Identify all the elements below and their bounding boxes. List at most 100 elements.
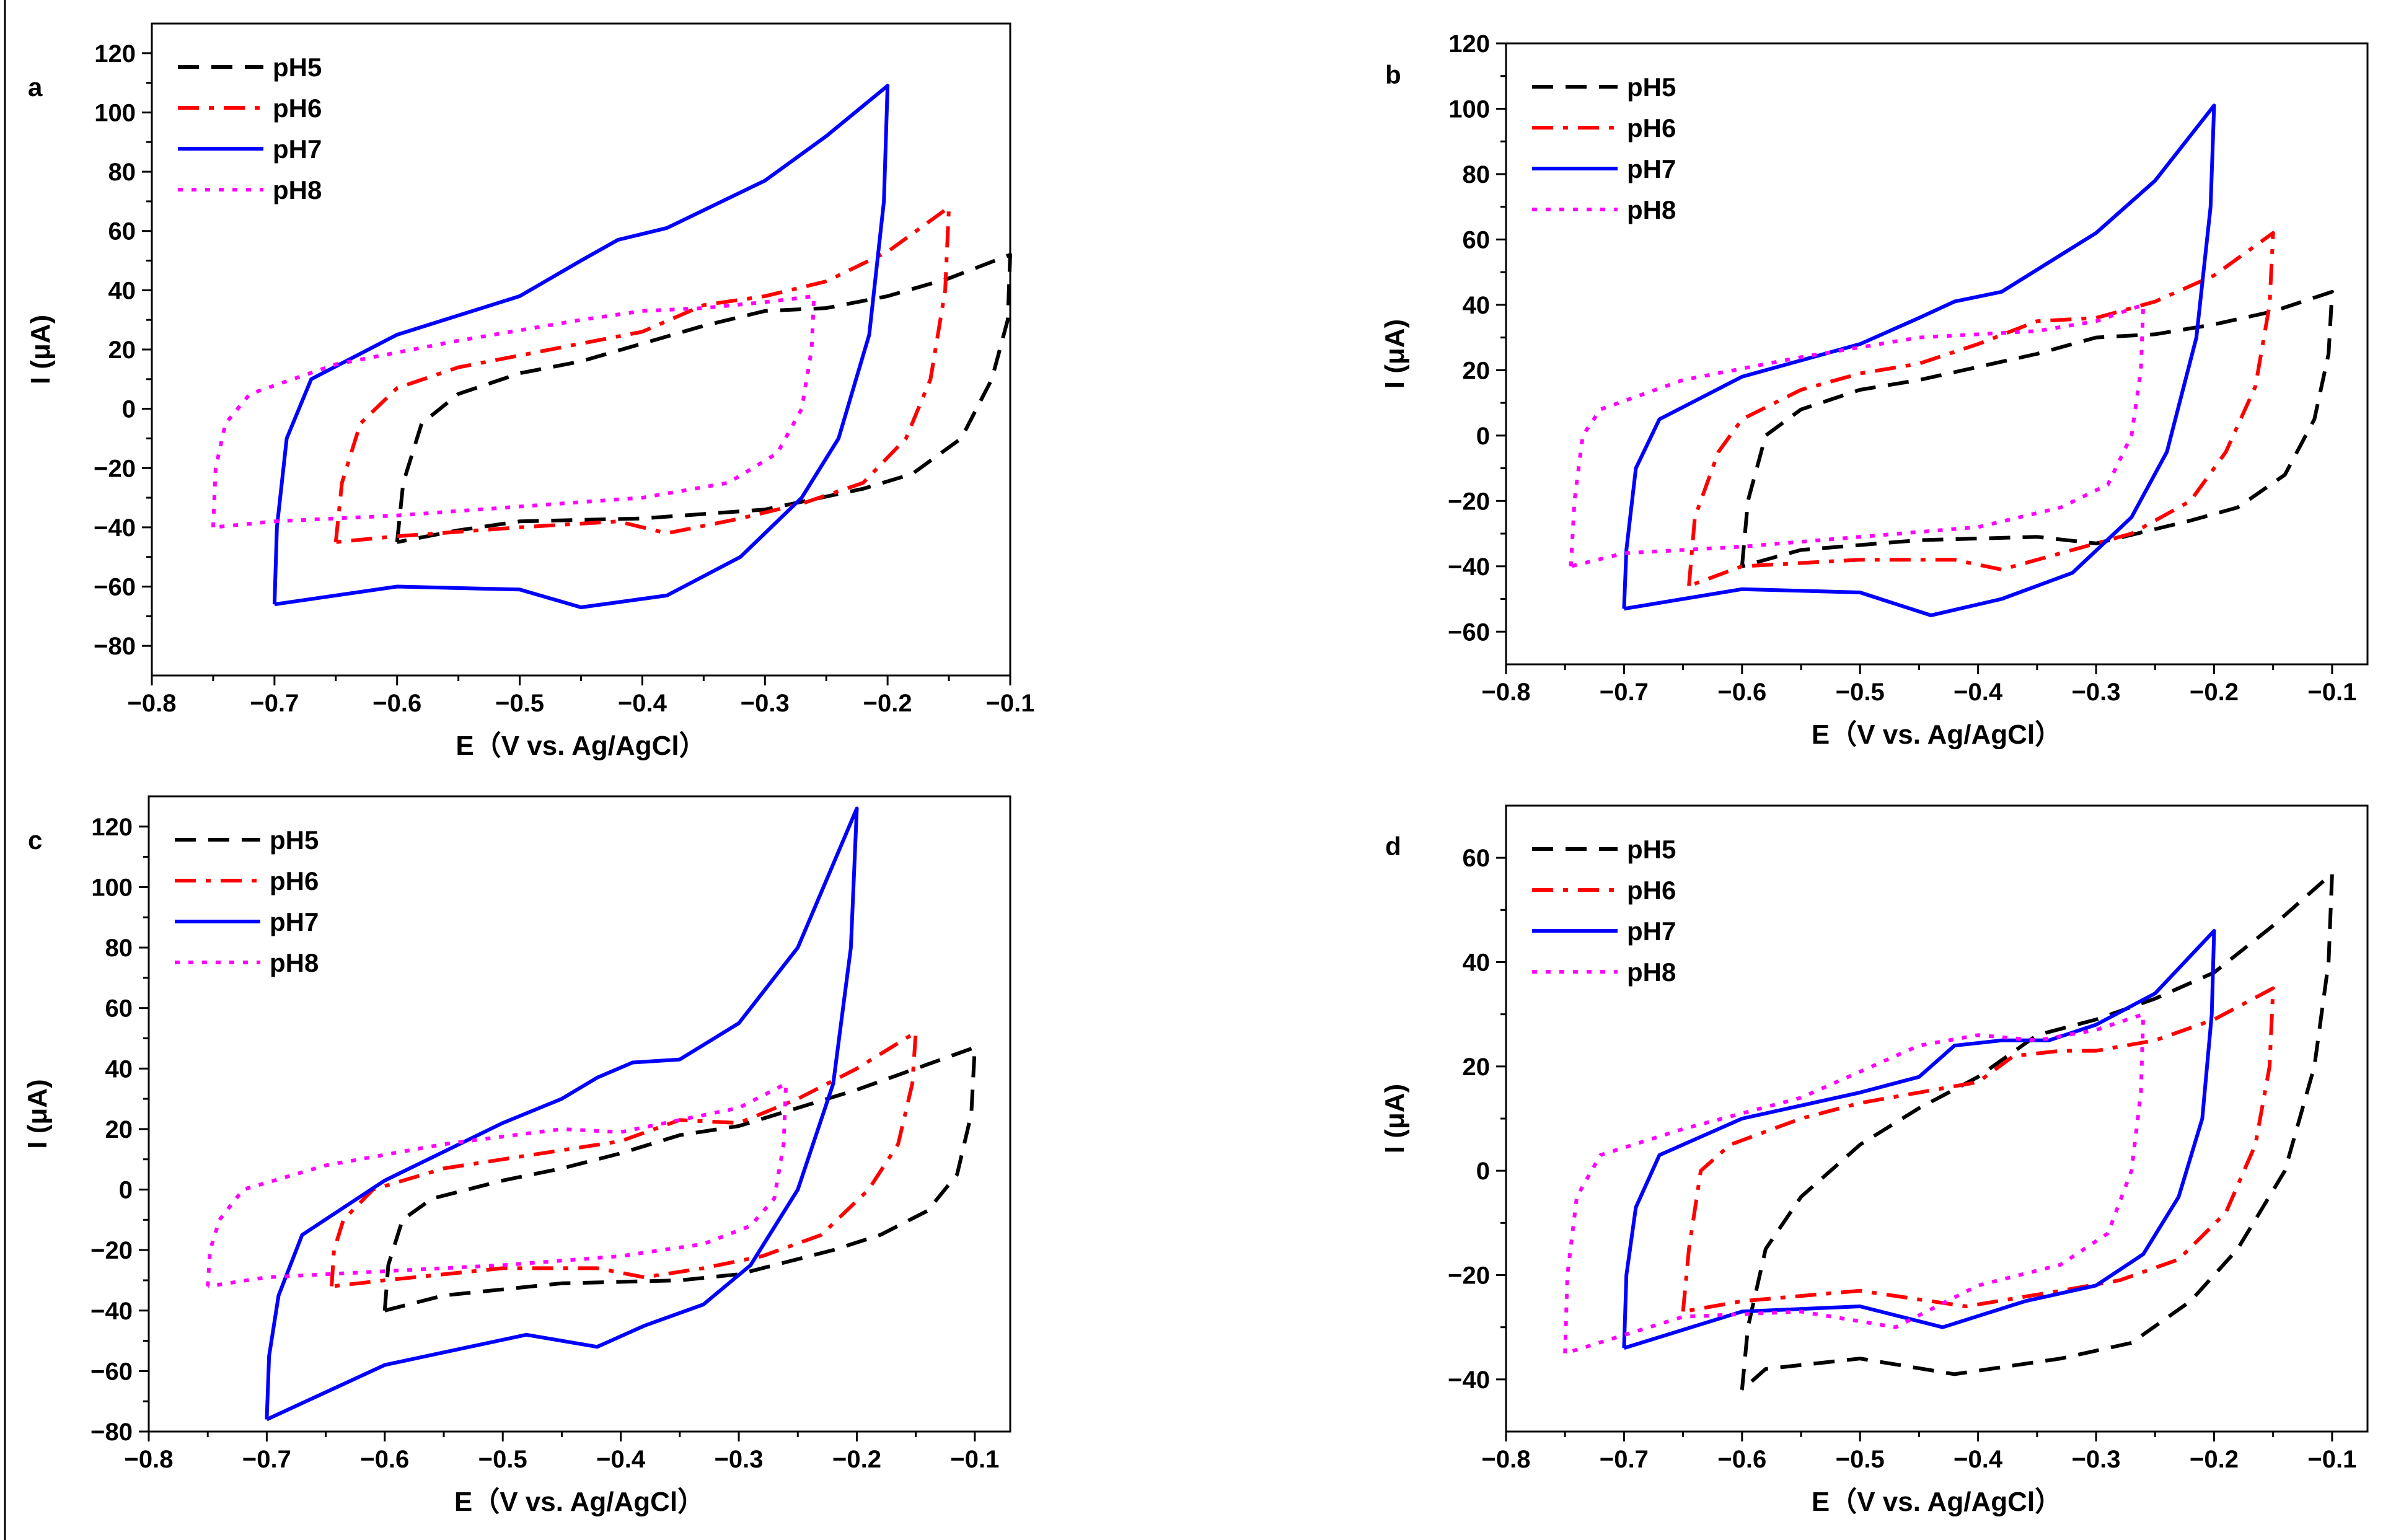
panel-label: b bbox=[1385, 60, 1401, 89]
y-tick-label: −20 bbox=[1448, 488, 1490, 515]
x-tick-label: −0.1 bbox=[950, 1446, 999, 1473]
legend-label: pH7 bbox=[1627, 154, 1676, 183]
x-tick-label: −0.5 bbox=[478, 1446, 527, 1473]
y-tick-label: 80 bbox=[1463, 161, 1491, 188]
x-tick-label: −0.7 bbox=[1600, 1446, 1649, 1473]
y-tick-label: −40 bbox=[94, 514, 136, 542]
legend-label: pH5 bbox=[1627, 835, 1676, 864]
y-tick-label: 80 bbox=[108, 159, 136, 186]
panel-a: a −0.8 −0.7 −0.6 −0.5 −0.4 −0.3 −0.2 −0.1 −80 −60 −… bbox=[25, 22, 1035, 761]
y-axis-title: I (μA) bbox=[1380, 1084, 1410, 1153]
x-tick-label: −0.3 bbox=[715, 1446, 764, 1473]
y-tick-label: −40 bbox=[1448, 553, 1490, 581]
x-tick-label: −0.2 bbox=[2190, 679, 2239, 706]
x-axis-title: E（V vs. Ag/AgCl） bbox=[454, 1487, 705, 1517]
y-tick-label: 20 bbox=[105, 1116, 133, 1143]
x-tick-label: −0.6 bbox=[372, 690, 421, 717]
x-tick-label: −0.8 bbox=[125, 1446, 174, 1473]
y-tick-label: 20 bbox=[1463, 1054, 1491, 1081]
x-tick-label: −0.4 bbox=[618, 690, 667, 717]
x-tick-label: −0.1 bbox=[2307, 1446, 2356, 1473]
x-tick-label: −0.4 bbox=[1954, 679, 2003, 706]
series-line-ph7 bbox=[1622, 929, 2216, 1350]
x-tick-label: −0.4 bbox=[596, 1446, 646, 1473]
y-tick-label: 20 bbox=[108, 337, 136, 364]
series-line-ph6 bbox=[330, 1030, 918, 1288]
y-tick-label: 120 bbox=[1448, 30, 1490, 58]
x-axis-title: E（V vs. Ag/AgCl） bbox=[1812, 1487, 2062, 1517]
x-tick-label: −0.1 bbox=[986, 690, 1035, 717]
legend-label: pH7 bbox=[270, 907, 319, 936]
y-axis-title: I (μA) bbox=[1380, 319, 1410, 389]
series-line-ph7 bbox=[265, 806, 859, 1422]
x-tick-label: −0.2 bbox=[2190, 1446, 2239, 1473]
plot-frame bbox=[148, 795, 1011, 1433]
y-tick-label: −80 bbox=[94, 633, 136, 660]
x-tick-label: −0.5 bbox=[1836, 1446, 1885, 1473]
panel-label: a bbox=[28, 73, 43, 102]
legend-label: pH8 bbox=[1627, 195, 1676, 224]
x-tick-label: −0.2 bbox=[832, 1446, 881, 1473]
plot-frame bbox=[1505, 42, 2369, 666]
y-tick-label: 20 bbox=[1463, 357, 1491, 384]
y-tick-label: 60 bbox=[1463, 845, 1491, 872]
legend-label: pH5 bbox=[270, 825, 319, 855]
panel-label: d bbox=[1385, 832, 1401, 861]
legend-label: pH6 bbox=[273, 94, 322, 123]
x-tick-label: −0.3 bbox=[2072, 679, 2121, 706]
series-line-ph5 bbox=[1740, 871, 2334, 1391]
y-tick-label: 100 bbox=[91, 874, 133, 901]
y-tick-label: 0 bbox=[1476, 1158, 1490, 1185]
x-tick-label: −0.6 bbox=[360, 1446, 409, 1473]
x-tick-label: −0.8 bbox=[128, 690, 177, 717]
legend-label: pH6 bbox=[270, 866, 319, 895]
series-line-ph6 bbox=[333, 205, 951, 544]
legend-label: pH7 bbox=[1627, 917, 1676, 946]
series-line-ph5 bbox=[1740, 289, 2334, 568]
y-tick-label: 60 bbox=[105, 995, 133, 1023]
legend-label: pH5 bbox=[273, 53, 322, 82]
legend-label: pH8 bbox=[1627, 957, 1676, 987]
y-tick-label: 0 bbox=[1476, 423, 1490, 450]
x-tick-label: −0.1 bbox=[2307, 679, 2356, 706]
series-line-ph7 bbox=[272, 84, 890, 609]
y-tick-label: 0 bbox=[119, 1177, 133, 1204]
y-tick-label: 60 bbox=[108, 218, 136, 245]
y-axis-title: I (μA) bbox=[22, 1079, 53, 1148]
x-tick-label: −0.2 bbox=[863, 690, 912, 717]
y-tick-label: −40 bbox=[90, 1298, 133, 1325]
y-axis-title: I (μA) bbox=[25, 315, 56, 384]
x-axis-title: E（V vs. Ag/AgCl） bbox=[1812, 719, 2062, 750]
series-line-ph8 bbox=[211, 294, 816, 529]
y-tick-label: 40 bbox=[1463, 949, 1491, 977]
x-tick-label: −0.8 bbox=[1482, 679, 1531, 706]
x-tick-label: −0.6 bbox=[1717, 679, 1766, 706]
x-tick-label: −0.3 bbox=[741, 690, 790, 717]
y-tick-label: −40 bbox=[1448, 1366, 1490, 1394]
panel-label: c bbox=[28, 825, 42, 855]
y-tick-label: 120 bbox=[91, 814, 133, 841]
y-tick-label: 0 bbox=[122, 396, 136, 423]
panel-c: c −0.8 −0.7 −0.6 −0.5 −0.4 −0.3 −0.2 −0.1 −80 −60 −… bbox=[22, 795, 1011, 1517]
legend-label: pH6 bbox=[1627, 113, 1676, 143]
series-line-ph8 bbox=[1569, 302, 2146, 568]
y-tick-label: 40 bbox=[105, 1055, 133, 1083]
panel-b: b −0.8 −0.7 −0.6 −0.5 −0.4 −0.3 −0.2 −0.1 −60 −40 −… bbox=[1380, 30, 2369, 750]
x-axis-title: E（V vs. Ag/AgCl） bbox=[456, 731, 706, 761]
legend-label: pH5 bbox=[1627, 73, 1676, 102]
series-line-ph8 bbox=[1563, 1012, 2146, 1355]
y-tick-label: 80 bbox=[105, 935, 133, 962]
series-line-ph6 bbox=[1681, 986, 2275, 1314]
series-line-ph5 bbox=[395, 253, 1012, 544]
legend-label: pH8 bbox=[270, 948, 319, 977]
y-tick-label: −60 bbox=[90, 1358, 133, 1385]
x-tick-label: −0.5 bbox=[1836, 679, 1885, 706]
x-tick-label: −0.3 bbox=[2072, 1446, 2121, 1473]
series-line-ph7 bbox=[1622, 103, 2216, 617]
x-tick-label: −0.7 bbox=[242, 1446, 291, 1473]
series-line-ph6 bbox=[1687, 231, 2275, 588]
y-tick-label: −20 bbox=[90, 1237, 133, 1264]
x-tick-label: −0.6 bbox=[1717, 1446, 1766, 1473]
legend-label: pH8 bbox=[273, 175, 322, 205]
